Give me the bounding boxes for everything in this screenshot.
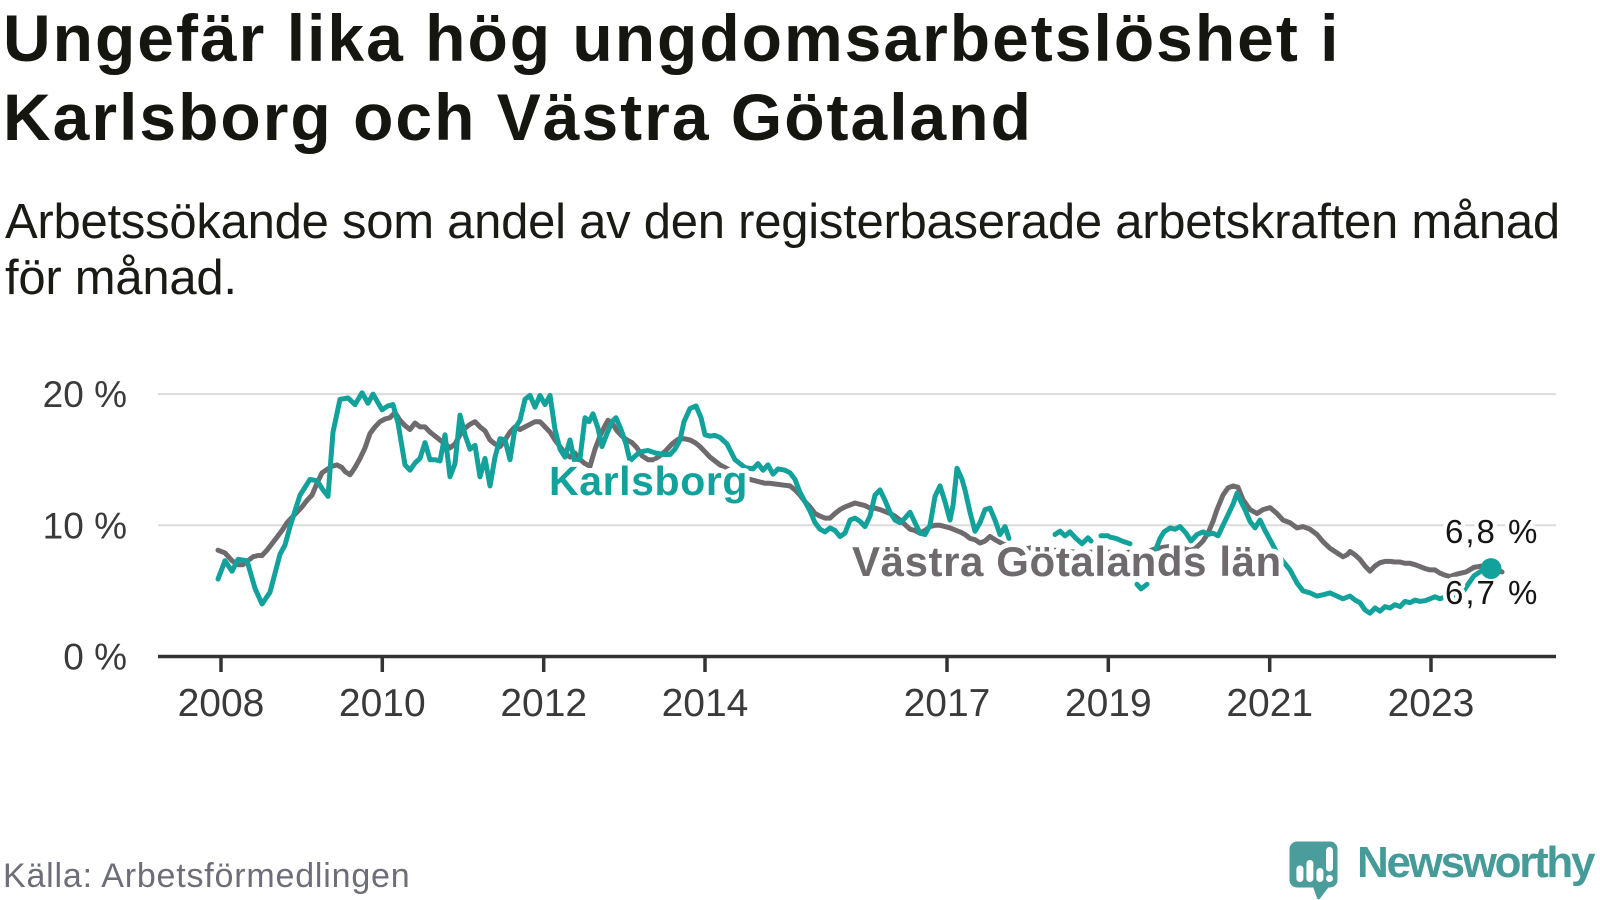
svg-text:Västra Götalands län: Västra Götalands län — [852, 538, 1282, 585]
svg-text:2017: 2017 — [904, 682, 991, 725]
svg-text:Karlsborg: Karlsborg — [549, 458, 748, 504]
svg-text:6,8 %: 6,8 % — [1445, 513, 1539, 550]
svg-text:2019: 2019 — [1065, 682, 1152, 725]
svg-text:6,7 %: 6,7 % — [1445, 574, 1539, 611]
svg-text:2014: 2014 — [662, 682, 749, 725]
svg-text:0 %: 0 % — [63, 637, 127, 678]
svg-text:2008: 2008 — [178, 682, 265, 725]
svg-text:2023: 2023 — [1388, 682, 1475, 725]
svg-text:2021: 2021 — [1226, 682, 1313, 725]
svg-text:2012: 2012 — [500, 682, 587, 725]
svg-text:10 %: 10 % — [43, 505, 127, 546]
svg-text:20 %: 20 % — [43, 374, 127, 415]
svg-text:2010: 2010 — [339, 682, 426, 725]
